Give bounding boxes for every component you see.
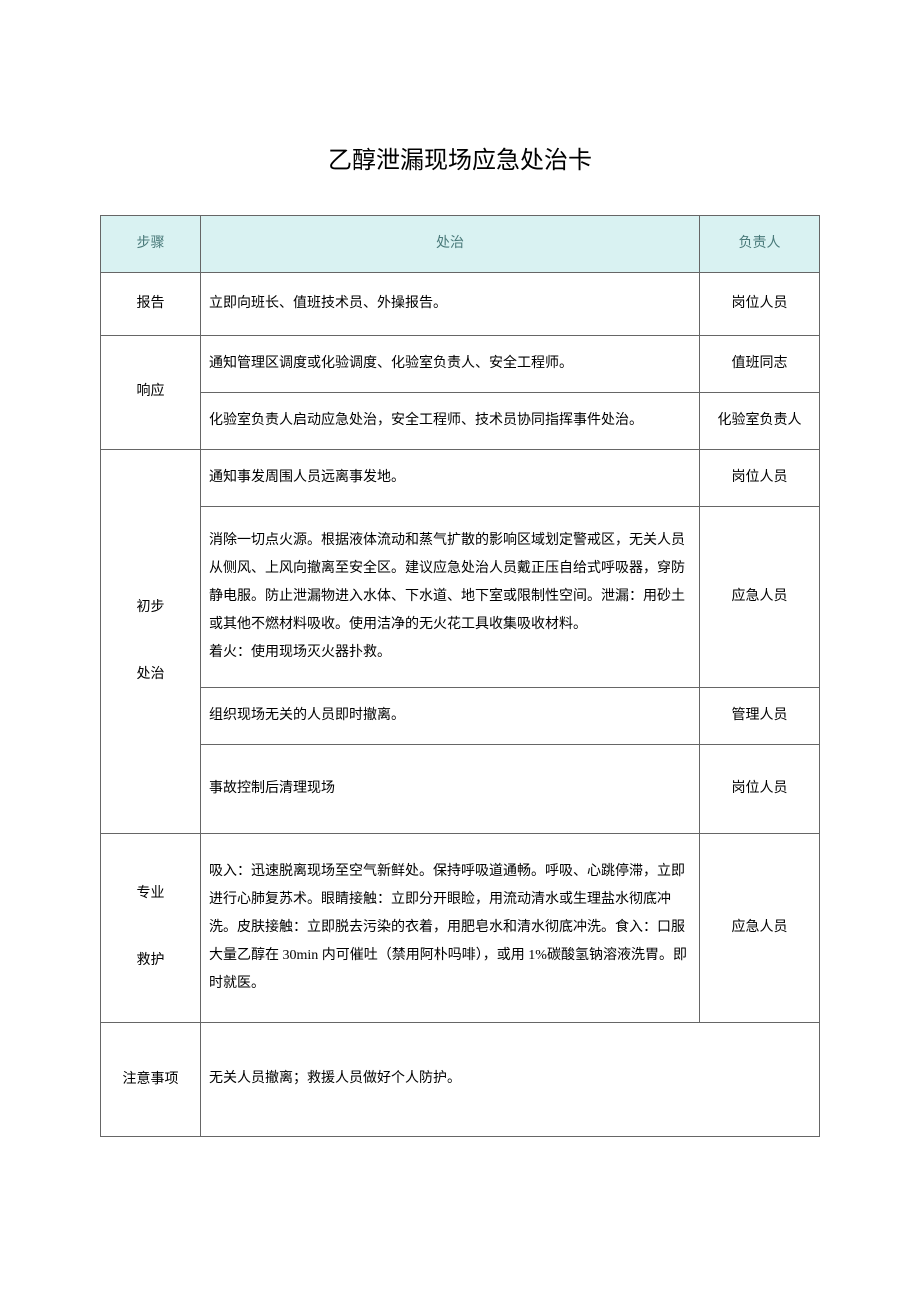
header-step: 步骤	[101, 216, 201, 273]
header-person: 负责人	[700, 216, 820, 273]
action-note: 无关人员撤离；救援人员做好个人防护。	[201, 1022, 820, 1137]
header-action: 处治	[201, 216, 700, 273]
table-row: 注意事项 无关人员撤离；救援人员做好个人防护。	[101, 1022, 820, 1137]
step-pro: 专业 救护	[101, 833, 201, 1022]
action-initial-4: 事故控制后清理现场	[201, 744, 700, 833]
step-note: 注意事项	[101, 1022, 201, 1137]
table-row: 响应 通知管理区调度或化验调度、化验室负责人、安全工程师。 值班同志	[101, 335, 820, 392]
action-initial-1: 通知事发周围人员远离事发地。	[201, 449, 700, 506]
page-title: 乙醇泄漏现场应急处治卡	[100, 140, 820, 175]
person-pro: 应急人员	[700, 833, 820, 1022]
person-initial-1: 岗位人员	[700, 449, 820, 506]
step-respond: 响应	[101, 335, 201, 449]
person-initial-4: 岗位人员	[700, 744, 820, 833]
action-respond-1: 通知管理区调度或化验调度、化验室负责人、安全工程师。	[201, 335, 700, 392]
person-report: 岗位人员	[700, 273, 820, 336]
table-header-row: 步骤 处治 负责人	[101, 216, 820, 273]
action-pro: 吸入：迅速脱离现场至空气新鲜处。保持呼吸道通畅。呼吸、心跳停滞，立即进行心肺复苏…	[201, 833, 700, 1022]
person-initial-2: 应急人员	[700, 506, 820, 687]
table-row: 事故控制后清理现场 岗位人员	[101, 744, 820, 833]
table-row: 消除一切点火源。根据液体流动和蒸气扩散的影响区域划定警戒区，无关人员从侧风、上风…	[101, 506, 820, 687]
step-pro-l2: 救护	[137, 953, 165, 968]
person-respond-1: 值班同志	[700, 335, 820, 392]
table-row: 报告 立即向班长、值班技术员、外操报告。 岗位人员	[101, 273, 820, 336]
step-report: 报告	[101, 273, 201, 336]
action-report: 立即向班长、值班技术员、外操报告。	[201, 273, 700, 336]
step-initial: 初步 处治	[101, 449, 201, 833]
action-initial-2: 消除一切点火源。根据液体流动和蒸气扩散的影响区域划定警戒区，无关人员从侧风、上风…	[201, 506, 700, 687]
step-initial-l1: 初步	[137, 600, 165, 615]
person-respond-2: 化验室负责人	[700, 392, 820, 449]
person-initial-3: 管理人员	[700, 687, 820, 744]
action-respond-2: 化验室负责人启动应急处治，安全工程师、技术员协同指挥事件处治。	[201, 392, 700, 449]
table-row: 初步 处治 通知事发周围人员远离事发地。 岗位人员	[101, 449, 820, 506]
table-row: 组织现场无关的人员即时撤离。 管理人员	[101, 687, 820, 744]
step-initial-l2: 处治	[137, 667, 165, 682]
table-row: 化验室负责人启动应急处治，安全工程师、技术员协同指挥事件处治。 化验室负责人	[101, 392, 820, 449]
action-initial-3: 组织现场无关的人员即时撤离。	[201, 687, 700, 744]
table-row: 专业 救护 吸入：迅速脱离现场至空气新鲜处。保持呼吸道通畅。呼吸、心跳停滞，立即…	[101, 833, 820, 1022]
emergency-table: 步骤 处治 负责人 报告 立即向班长、值班技术员、外操报告。 岗位人员 响应 通…	[100, 215, 820, 1137]
step-pro-l1: 专业	[137, 886, 165, 901]
